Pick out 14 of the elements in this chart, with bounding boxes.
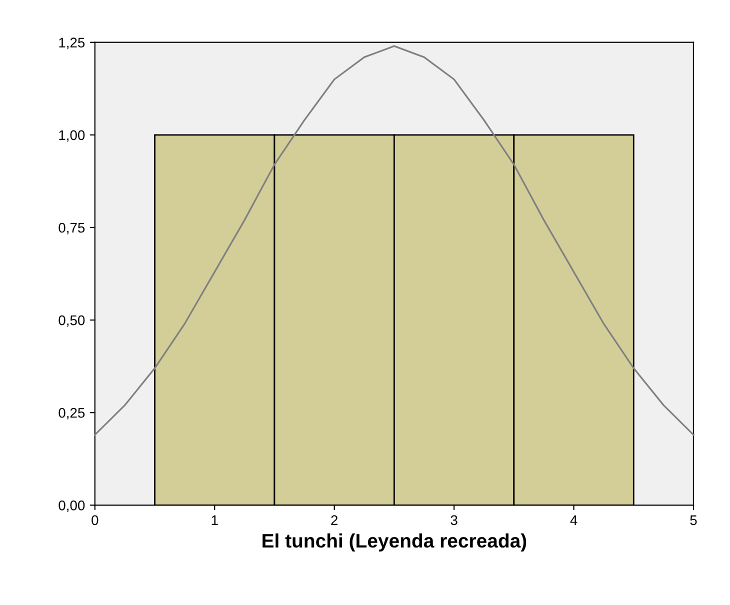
x-axis-title: El tunchi (Leyenda recreada) bbox=[262, 533, 526, 552]
y-tick-label: 0,25 bbox=[58, 408, 85, 420]
y-tick-label: 1,25 bbox=[59, 38, 85, 50]
x-tick-label: 0 bbox=[92, 515, 98, 526]
x-tick-label: 5 bbox=[690, 515, 697, 526]
x-tick-label: 3 bbox=[450, 515, 458, 526]
x-tick-label: 1 bbox=[212, 515, 218, 525]
x-tick-label: 4 bbox=[570, 515, 578, 525]
x-tick-label: 2 bbox=[331, 515, 338, 525]
line-series bbox=[94, 45, 694, 436]
y-tick-label: 0,00 bbox=[58, 500, 85, 512]
y-tick-label: 0,50 bbox=[58, 315, 85, 327]
y-tick-label: 1,00 bbox=[59, 130, 85, 142]
y-tick-label: 0,75 bbox=[58, 222, 85, 234]
